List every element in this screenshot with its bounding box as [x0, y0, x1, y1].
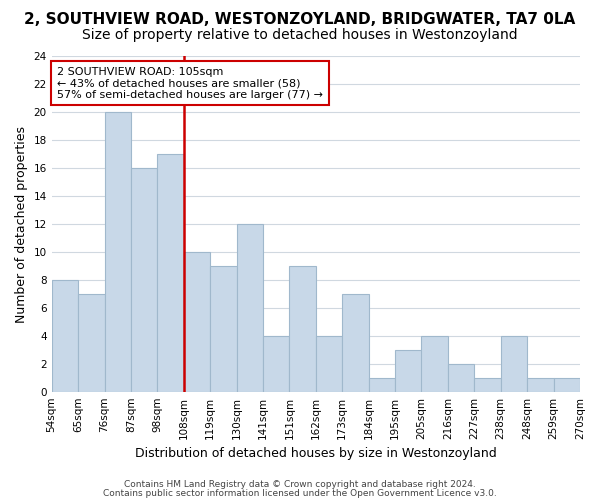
- Bar: [131, 168, 157, 392]
- Bar: [395, 350, 421, 392]
- Bar: [184, 252, 210, 392]
- Bar: [501, 336, 527, 392]
- Bar: [448, 364, 475, 392]
- Bar: [52, 280, 78, 392]
- Bar: [342, 294, 368, 392]
- X-axis label: Distribution of detached houses by size in Westonzoyland: Distribution of detached houses by size …: [135, 447, 497, 460]
- Bar: [554, 378, 580, 392]
- Text: Contains HM Land Registry data © Crown copyright and database right 2024.: Contains HM Land Registry data © Crown c…: [124, 480, 476, 489]
- Text: 2 SOUTHVIEW ROAD: 105sqm
← 43% of detached houses are smaller (58)
57% of semi-d: 2 SOUTHVIEW ROAD: 105sqm ← 43% of detach…: [57, 66, 323, 100]
- Text: Contains public sector information licensed under the Open Government Licence v3: Contains public sector information licen…: [103, 489, 497, 498]
- Y-axis label: Number of detached properties: Number of detached properties: [15, 126, 28, 322]
- Bar: [263, 336, 289, 392]
- Text: Size of property relative to detached houses in Westonzoyland: Size of property relative to detached ho…: [82, 28, 518, 42]
- Bar: [421, 336, 448, 392]
- Bar: [316, 336, 342, 392]
- Bar: [104, 112, 131, 392]
- Bar: [236, 224, 263, 392]
- Bar: [210, 266, 236, 392]
- Bar: [157, 154, 184, 392]
- Bar: [475, 378, 501, 392]
- Text: 2, SOUTHVIEW ROAD, WESTONZOYLAND, BRIDGWATER, TA7 0LA: 2, SOUTHVIEW ROAD, WESTONZOYLAND, BRIDGW…: [25, 12, 575, 28]
- Bar: [368, 378, 395, 392]
- Bar: [78, 294, 104, 392]
- Bar: [527, 378, 554, 392]
- Bar: [289, 266, 316, 392]
